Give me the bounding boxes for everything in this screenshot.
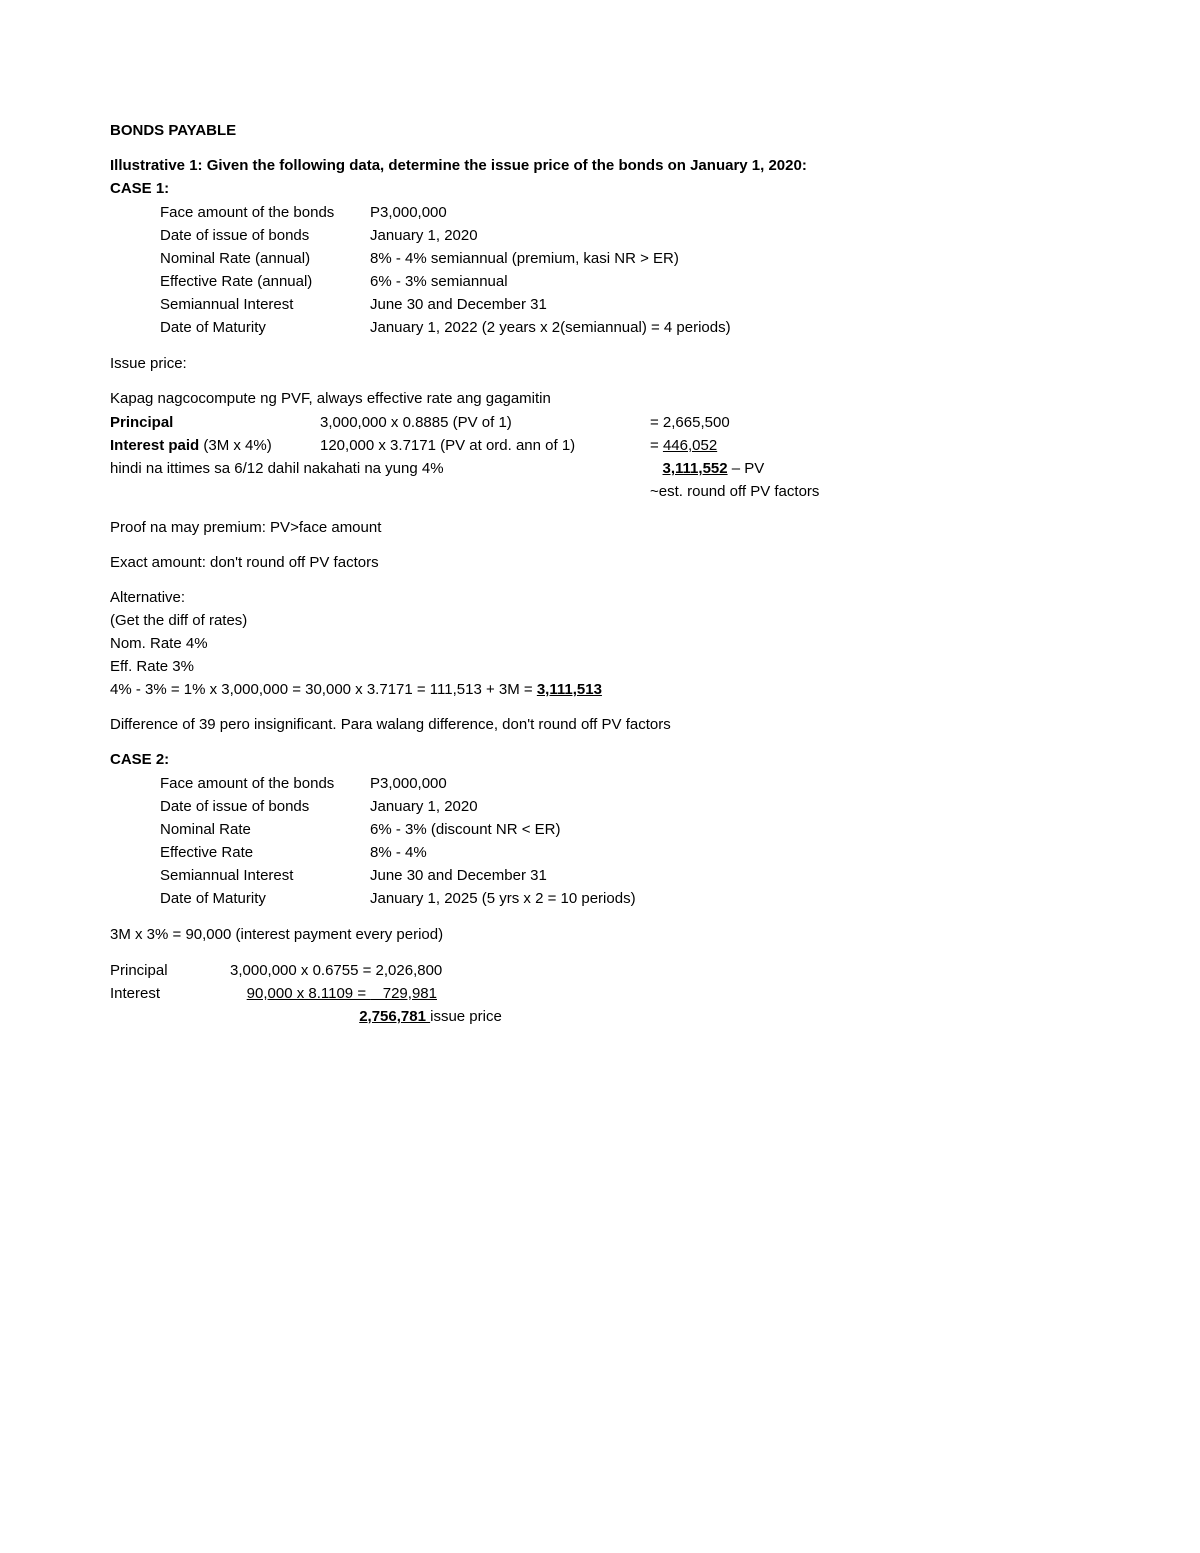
illustrative-heading: Illustrative 1: Given the following data… — [110, 155, 1090, 176]
interest-payment-note: 3M x 3% = 90,000 (interest payment every… — [110, 924, 1090, 945]
est-note: ~est. round off PV factors — [650, 480, 1090, 503]
case2-calc-table: Principal 3,000,000 x 0.6755 = 2,026,800… — [110, 959, 502, 1028]
principal-calc: 3,000,000 x 0.6755 = 2,026,800 — [230, 959, 502, 982]
principal-label: Principal — [110, 414, 173, 431]
alt-line: Eff. Rate 3% — [110, 656, 1090, 677]
kv-label: Face amount of the bonds — [160, 201, 370, 224]
kv-label: Date of issue of bonds — [160, 795, 370, 818]
case1-data-table: Face amount of the bondsP3,000,000 Date … — [160, 201, 731, 339]
kv-value: 6% - 3% (discount NR < ER) — [370, 818, 636, 841]
kv-value: P3,000,000 — [370, 772, 636, 795]
kv-label: Semiannual Interest — [160, 864, 370, 887]
diff-note: Difference of 39 pero insignificant. Par… — [110, 714, 1090, 735]
case1-calc-table: Principal 3,000,000 x 0.8885 (PV of 1) =… — [110, 411, 1090, 503]
kv-label: Face amount of the bonds — [160, 772, 370, 795]
pv-total: 3,111,552 – PV — [650, 457, 1090, 480]
document-page: BONDS PAYABLE Illustrative 1: Given the … — [0, 0, 1200, 1553]
kv-label: Date of issue of bonds — [160, 224, 370, 247]
alt-line: Nom. Rate 4% — [110, 633, 1090, 654]
case2-data-table: Face amount of the bondsP3,000,000 Date … — [160, 772, 636, 910]
principal-calc: 3,000,000 x 0.8885 (PV of 1) — [320, 411, 650, 434]
kv-value: 8% - 4% — [370, 841, 636, 864]
interest-label: Interest paid — [110, 437, 199, 454]
interest-label: Interest — [110, 982, 230, 1005]
kv-label: Nominal Rate (annual) — [160, 247, 370, 270]
kv-label: Date of Maturity — [160, 887, 370, 910]
principal-result: = 2,665,500 — [650, 411, 1090, 434]
case2-heading: CASE 2: — [110, 749, 1090, 770]
hindi-note: hindi na ittimes sa 6/12 dahil nakahati … — [110, 457, 650, 480]
kv-value: January 1, 2022 (2 years x 2(semiannual)… — [370, 316, 731, 339]
issue-price-total: 2,756,781 issue price — [230, 1005, 502, 1028]
kv-value: June 30 and December 31 — [370, 293, 731, 316]
kv-label: Nominal Rate — [160, 818, 370, 841]
interest-calc: 90,000 x 8.1109 = 729,981 — [230, 982, 502, 1005]
kv-label: Effective Rate — [160, 841, 370, 864]
issue-price-label: Issue price: — [110, 353, 1090, 374]
proof-note: Proof na may premium: PV>face amount — [110, 517, 1090, 538]
kv-label: Semiannual Interest — [160, 293, 370, 316]
interest-label-sub: (3M x 4%) — [199, 437, 272, 454]
kv-label: Date of Maturity — [160, 316, 370, 339]
exact-note: Exact amount: don't round off PV factors — [110, 552, 1090, 573]
alt-calc: 4% - 3% = 1% x 3,000,000 = 30,000 x 3.71… — [110, 679, 1090, 700]
case1-heading: CASE 1: — [110, 178, 1090, 199]
kv-value: January 1, 2020 — [370, 795, 636, 818]
kv-value: June 30 and December 31 — [370, 864, 636, 887]
title: BONDS PAYABLE — [110, 120, 1090, 141]
principal-label: Principal — [110, 959, 230, 982]
kv-value: 6% - 3% semiannual — [370, 270, 731, 293]
kv-value: January 1, 2020 — [370, 224, 731, 247]
interest-result: = 446,052 — [650, 434, 1090, 457]
kv-value: P3,000,000 — [370, 201, 731, 224]
interest-calc: 120,000 x 3.7171 (PV at ord. ann of 1) — [320, 434, 650, 457]
kv-label: Effective Rate (annual) — [160, 270, 370, 293]
alt-line: (Get the diff of rates) — [110, 610, 1090, 631]
alternative-heading: Alternative: — [110, 587, 1090, 608]
kv-value: January 1, 2025 (5 yrs x 2 = 10 periods) — [370, 887, 636, 910]
pvf-note: Kapag nagcocompute ng PVF, always effect… — [110, 388, 1090, 409]
kv-value: 8% - 4% semiannual (premium, kasi NR > E… — [370, 247, 731, 270]
